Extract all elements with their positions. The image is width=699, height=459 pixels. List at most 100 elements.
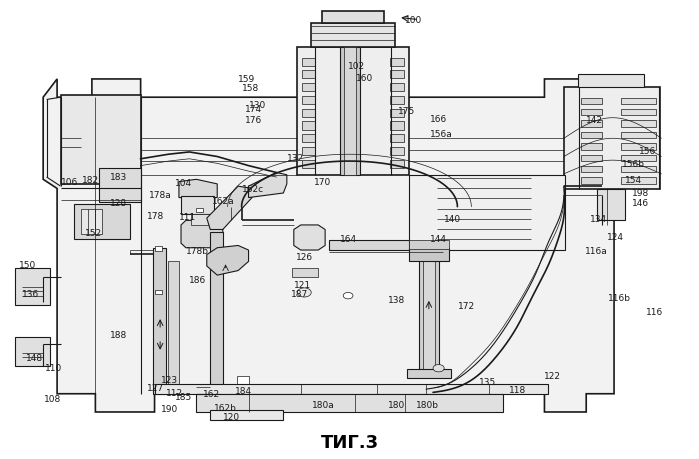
Text: 178a: 178a bbox=[149, 191, 171, 200]
Circle shape bbox=[343, 292, 353, 299]
Bar bbox=[621, 98, 656, 104]
Bar bbox=[581, 143, 602, 150]
Bar bbox=[581, 98, 602, 104]
Text: 111: 111 bbox=[180, 213, 196, 222]
Bar bbox=[191, 213, 215, 225]
Text: 198: 198 bbox=[632, 190, 649, 198]
Text: 122: 122 bbox=[545, 372, 561, 381]
Text: 180: 180 bbox=[388, 401, 405, 409]
Bar bbox=[621, 178, 656, 184]
Bar bbox=[390, 70, 404, 78]
Text: 102: 102 bbox=[348, 62, 365, 71]
Text: 120: 120 bbox=[222, 413, 240, 422]
Text: 138: 138 bbox=[388, 296, 405, 305]
Bar bbox=[196, 394, 503, 412]
Text: 152: 152 bbox=[85, 229, 102, 238]
Text: 178b: 178b bbox=[186, 247, 209, 256]
Bar bbox=[407, 369, 451, 378]
Bar bbox=[302, 83, 315, 91]
Text: 118: 118 bbox=[510, 386, 526, 395]
Text: 166: 166 bbox=[430, 115, 447, 123]
Text: 170: 170 bbox=[315, 179, 331, 187]
Text: 183: 183 bbox=[110, 173, 127, 181]
Bar bbox=[409, 241, 449, 249]
Bar bbox=[302, 57, 315, 66]
Text: 144: 144 bbox=[430, 235, 447, 244]
Text: 160: 160 bbox=[356, 73, 373, 83]
Bar bbox=[15, 337, 50, 366]
Circle shape bbox=[297, 288, 311, 297]
Bar bbox=[409, 248, 449, 262]
Circle shape bbox=[433, 364, 444, 372]
Text: 134: 134 bbox=[590, 215, 607, 224]
Text: 140: 140 bbox=[444, 215, 461, 224]
Bar bbox=[168, 262, 179, 394]
Text: 121: 121 bbox=[294, 280, 311, 290]
Text: 136: 136 bbox=[22, 290, 39, 299]
Text: 108: 108 bbox=[43, 395, 61, 404]
Text: 185: 185 bbox=[175, 393, 192, 402]
Text: 150: 150 bbox=[19, 261, 36, 269]
Bar bbox=[210, 232, 223, 387]
Text: 164: 164 bbox=[340, 235, 356, 244]
Bar bbox=[621, 120, 656, 127]
Text: 130: 130 bbox=[249, 101, 266, 110]
Text: 178: 178 bbox=[147, 212, 164, 221]
Text: 176: 176 bbox=[245, 117, 262, 125]
Bar bbox=[390, 83, 404, 91]
Polygon shape bbox=[43, 79, 614, 412]
Bar bbox=[297, 47, 409, 175]
Bar bbox=[581, 132, 602, 138]
Bar bbox=[302, 121, 315, 129]
Text: 156: 156 bbox=[639, 146, 656, 156]
Polygon shape bbox=[207, 246, 249, 275]
Bar bbox=[210, 410, 283, 420]
Text: ΤИГ.3: ΤИГ.3 bbox=[320, 434, 379, 452]
Bar bbox=[621, 155, 656, 161]
Text: 146: 146 bbox=[632, 199, 649, 207]
Text: 116b: 116b bbox=[608, 294, 631, 303]
Text: 116a: 116a bbox=[585, 247, 608, 256]
Bar bbox=[154, 384, 548, 394]
Polygon shape bbox=[292, 268, 318, 277]
Bar bbox=[302, 147, 315, 155]
Bar bbox=[155, 290, 162, 294]
Text: 104: 104 bbox=[175, 179, 192, 188]
Bar bbox=[409, 175, 565, 250]
Text: 162a: 162a bbox=[212, 197, 234, 206]
Bar bbox=[621, 166, 656, 173]
Text: 123: 123 bbox=[161, 375, 178, 385]
Text: 162c: 162c bbox=[243, 185, 264, 194]
Text: 110: 110 bbox=[45, 364, 62, 373]
Text: 159: 159 bbox=[238, 75, 255, 84]
Polygon shape bbox=[207, 186, 252, 230]
Text: 180b: 180b bbox=[416, 401, 439, 409]
Bar bbox=[597, 190, 624, 220]
Bar bbox=[581, 109, 602, 116]
Bar bbox=[564, 87, 660, 190]
Text: 188: 188 bbox=[110, 331, 127, 340]
Bar bbox=[581, 178, 602, 184]
Bar bbox=[322, 11, 384, 23]
Text: 184: 184 bbox=[235, 387, 252, 396]
Bar bbox=[196, 207, 203, 212]
Polygon shape bbox=[294, 225, 325, 250]
Bar bbox=[302, 160, 315, 168]
Text: 174: 174 bbox=[245, 106, 262, 114]
Bar bbox=[61, 95, 140, 184]
Text: 180a: 180a bbox=[312, 401, 334, 409]
Text: 100: 100 bbox=[405, 16, 422, 25]
Bar bbox=[329, 240, 443, 250]
Text: 148: 148 bbox=[27, 353, 43, 363]
Text: 158: 158 bbox=[242, 84, 259, 94]
Polygon shape bbox=[181, 220, 223, 248]
Bar bbox=[581, 120, 602, 127]
Bar bbox=[82, 209, 102, 234]
Bar bbox=[390, 57, 404, 66]
Bar bbox=[581, 155, 602, 161]
Bar bbox=[390, 121, 404, 129]
Bar bbox=[578, 74, 644, 87]
Bar bbox=[390, 134, 404, 142]
Text: 116: 116 bbox=[646, 308, 663, 317]
Polygon shape bbox=[249, 173, 287, 197]
